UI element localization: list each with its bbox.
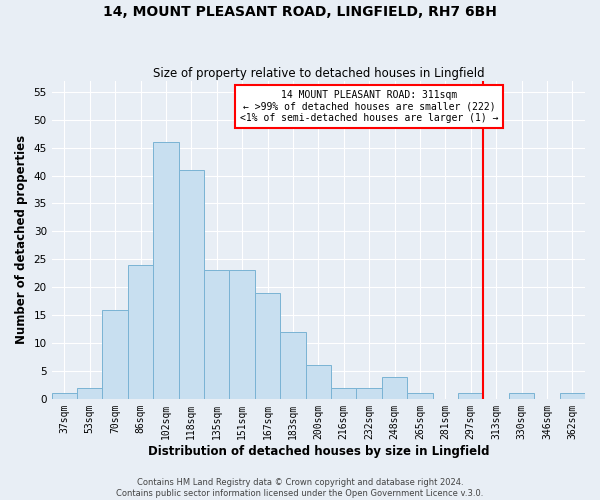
Bar	[128, 265, 153, 399]
Bar	[356, 388, 382, 399]
Bar	[280, 332, 305, 399]
Bar	[458, 394, 484, 399]
Text: Contains HM Land Registry data © Crown copyright and database right 2024.
Contai: Contains HM Land Registry data © Crown c…	[116, 478, 484, 498]
Text: 14 MOUNT PLEASANT ROAD: 311sqm
← >99% of detached houses are smaller (222)
<1% o: 14 MOUNT PLEASANT ROAD: 311sqm ← >99% of…	[240, 90, 498, 124]
Bar	[382, 376, 407, 399]
Bar	[179, 170, 204, 399]
Bar	[52, 394, 77, 399]
Bar	[103, 310, 128, 399]
Bar	[560, 394, 585, 399]
Bar	[509, 394, 534, 399]
Bar	[255, 293, 280, 399]
Title: Size of property relative to detached houses in Lingfield: Size of property relative to detached ho…	[152, 66, 484, 80]
Bar	[407, 394, 433, 399]
Bar	[204, 270, 229, 399]
X-axis label: Distribution of detached houses by size in Lingfield: Distribution of detached houses by size …	[148, 444, 489, 458]
Y-axis label: Number of detached properties: Number of detached properties	[15, 135, 28, 344]
Bar	[305, 366, 331, 399]
Bar	[229, 270, 255, 399]
Bar	[153, 142, 179, 399]
Text: 14, MOUNT PLEASANT ROAD, LINGFIELD, RH7 6BH: 14, MOUNT PLEASANT ROAD, LINGFIELD, RH7 …	[103, 5, 497, 19]
Bar	[331, 388, 356, 399]
Bar	[77, 388, 103, 399]
